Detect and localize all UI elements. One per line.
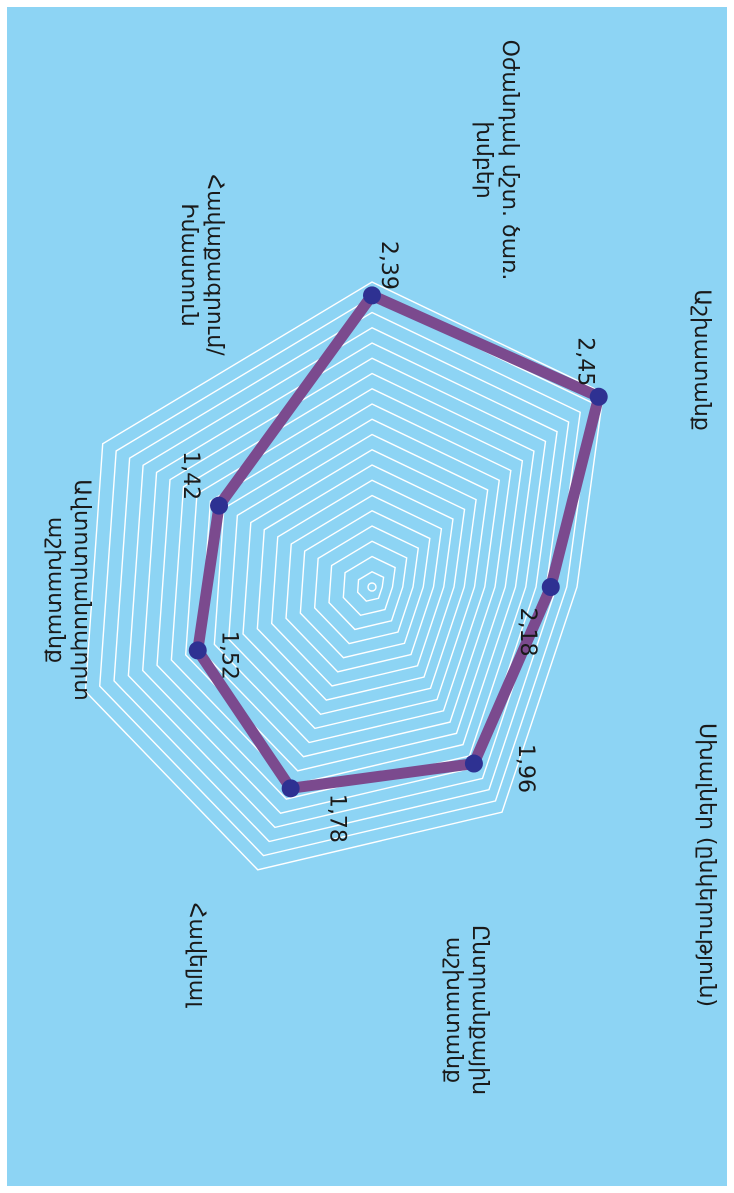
grid-ring [285,494,443,673]
axis-label-line: աշխատանք [43,517,68,663]
data-point-2 [589,387,608,406]
grid-ring [184,387,524,772]
axis-label-4: Աշխատանք [689,289,714,431]
grid-center [367,582,377,592]
axis-label-3: Օժանդակ մշտ. ծառ.խմբեր [471,40,522,281]
grid-ring [256,464,466,701]
value-label-4: 1,96 [513,744,538,793]
series [188,286,608,798]
chart-background [7,7,727,1186]
data-point-4 [464,754,483,773]
data-point-7 [210,496,229,515]
axis-label-line: Հավելյալ [184,903,209,1008]
data-point-5 [281,779,300,798]
grid-ring [299,509,431,659]
axis-label-5: Սխալներ (ընկերություն) [694,723,719,1007]
axis-label-line: Օժանդակ մշտ. ծառ. [497,40,522,281]
grid-ring [227,433,489,730]
value-label-3: 2,18 [515,608,540,657]
axis-label-line: Հավաքագրում/ [202,174,227,356]
grid-ring [170,372,535,786]
axis-label-line: Ավտոտրանսպորտ [69,479,94,701]
grid-ring [242,448,477,716]
grid-ring [328,540,408,631]
axis-labels: ԱվտոտրանսպորտաշխատանքՀավաքագրում/Իմաստու… [43,40,719,1095]
series-line [192,289,605,794]
grid-ring [127,326,570,829]
grid-ring [84,281,605,871]
grid-ring [270,479,454,687]
axis-label-line: Իմաստուն [176,203,201,326]
value-label-6: 1,52 [217,631,242,680]
grid-ring [342,555,396,617]
axis-label-line: աշխատանք [441,937,466,1083]
grid-ring [213,418,501,744]
value-label-5: 1,78 [325,794,350,843]
grid-ring [199,403,512,758]
data-point-6 [188,641,207,660]
axis-label-line: Սխալներ (ընկերություն) [694,723,719,1007]
grid-ring [313,525,420,645]
data-point-1 [363,286,381,305]
grid-ring [113,311,581,843]
axis-label-line: Ընտրանքային [467,925,492,1095]
axis-label-line: Աշխատանք [689,289,714,431]
axis-label-2: Հավաքագրում/Իմաստուն [176,174,227,356]
axis-label-7: Հավելյալ [184,903,209,1008]
value-labels: 2,39 2,45 2,18 1,96 1,78 1,52 1,42 [178,241,598,843]
axis-label-line: խմբեր [471,121,496,198]
grid-ring [141,342,558,815]
data-point-3 [541,578,560,596]
value-label-7: 1,42 [178,451,203,500]
value-label-2: 2,45 [573,337,598,386]
grid-ring [356,570,385,602]
value-label-1: 2,39 [376,241,401,290]
